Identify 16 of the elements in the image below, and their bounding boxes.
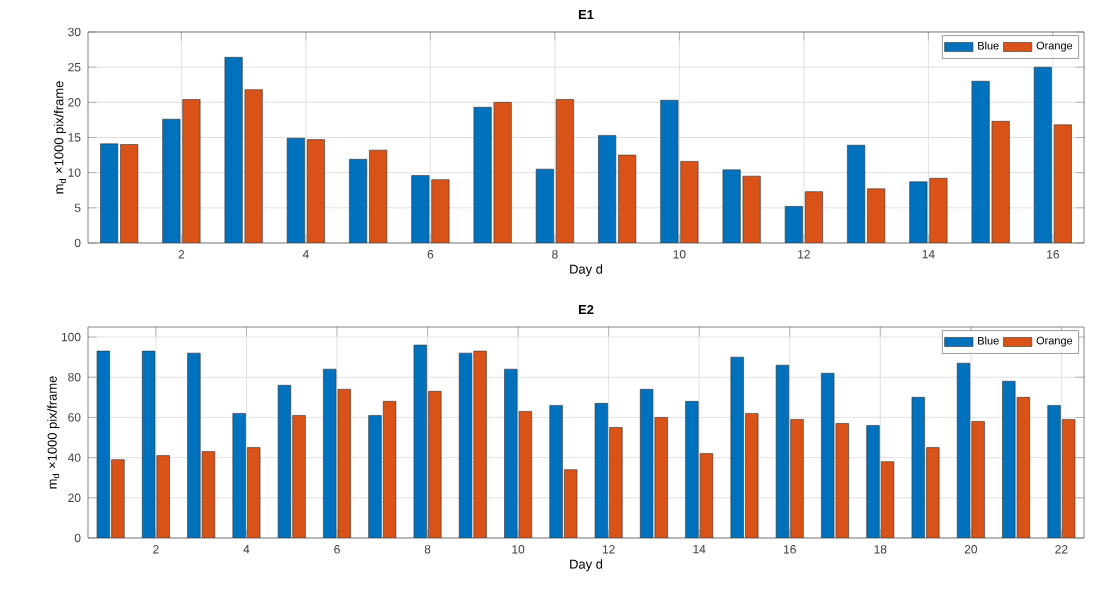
bar [730, 356, 744, 538]
bar [111, 459, 125, 538]
bar [292, 415, 306, 538]
bar [609, 427, 623, 538]
bar [685, 401, 699, 538]
bar [232, 413, 246, 538]
bar [368, 415, 382, 538]
bar [1047, 405, 1061, 538]
bar [790, 419, 804, 538]
bar [187, 352, 201, 538]
bar [866, 425, 880, 538]
bar [971, 421, 985, 538]
bar [549, 405, 563, 538]
bar [473, 350, 487, 538]
bar [926, 447, 940, 538]
bar [428, 391, 442, 538]
